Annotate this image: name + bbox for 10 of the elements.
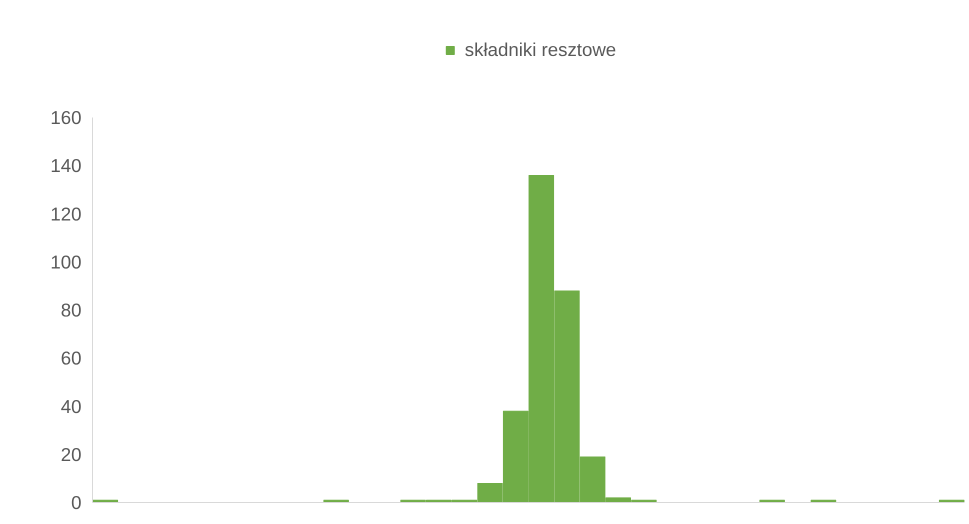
y-tick-label: 140 <box>50 155 82 176</box>
y-tick-label: 0 <box>71 492 82 513</box>
y-tick-label: 120 <box>50 203 82 224</box>
y-tick-label: 60 <box>60 348 82 369</box>
y-tick-label: 160 <box>50 107 82 128</box>
y-tick-label: 20 <box>60 444 82 465</box>
y-tick-label: 40 <box>60 396 82 417</box>
legend-label: składniki resztowe <box>464 39 616 61</box>
y-tick-label: 100 <box>50 251 82 272</box>
y-tick-label: 80 <box>60 300 82 320</box>
